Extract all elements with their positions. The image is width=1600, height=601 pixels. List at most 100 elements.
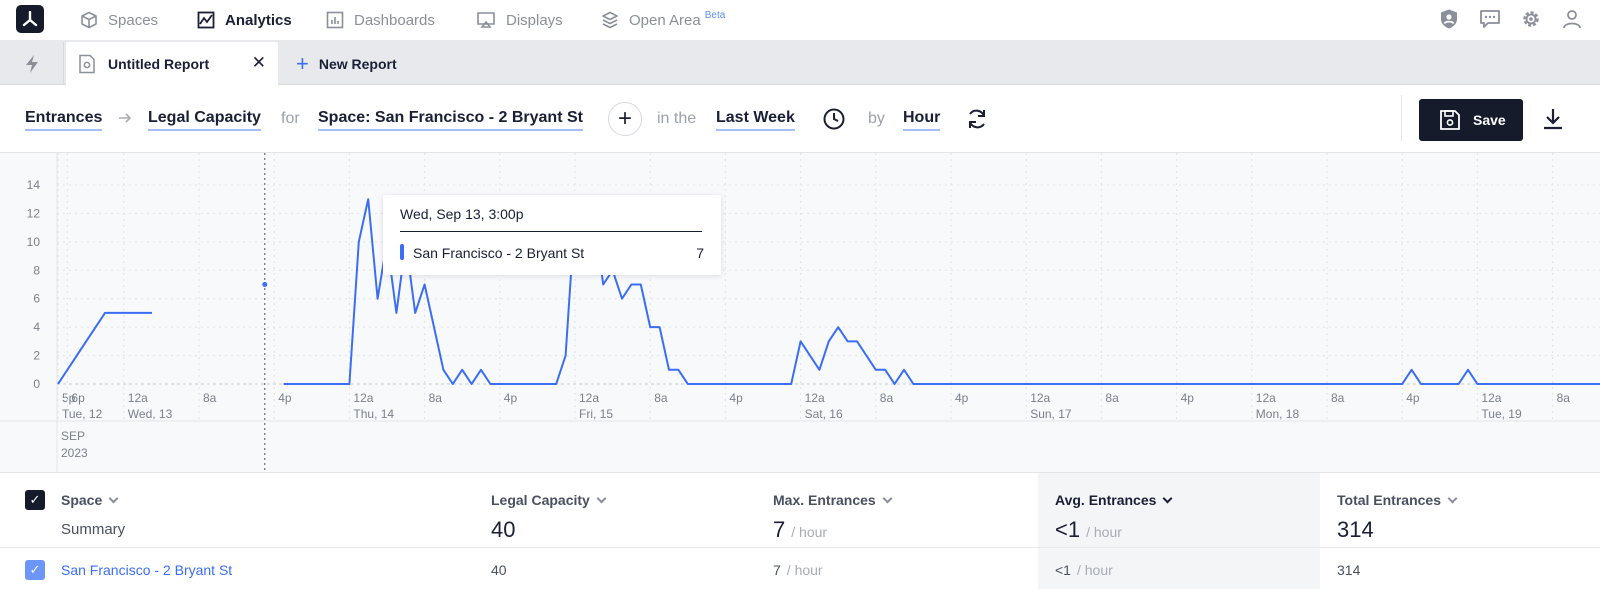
clock-icon[interactable] (822, 107, 846, 136)
per-hour-unit: / hour (1086, 524, 1122, 540)
x-tick-label: 12a (1030, 391, 1050, 405)
x-tick-label: 4p (278, 391, 292, 405)
column-label: Total Entrances (1337, 492, 1441, 508)
column-label: Legal Capacity (491, 492, 590, 508)
interval-selector[interactable]: Hour (903, 109, 941, 131)
x-tick-label: 4p (729, 391, 743, 405)
column-header-avg-entrances[interactable]: Avg. Entrances (1055, 492, 1173, 508)
entrances-chart[interactable]: 0 2 4 6 8 10 12 14 5p 6p 12a 8a 4p 12a 8a 4p 12a 8a 4p 12a 8… (0, 153, 1600, 473)
row-value: 7 (773, 562, 781, 578)
nav-label: Analytics (225, 11, 292, 29)
tooltip-divider (400, 231, 702, 232)
quick-actions-button[interactable] (0, 42, 64, 85)
check-icon: ✓ (29, 562, 41, 577)
chevron-down-icon (1447, 493, 1458, 503)
save-icon (1440, 110, 1460, 130)
nav-analytics[interactable]: Analytics (197, 0, 292, 40)
column-header-max-entrances[interactable]: Max. Entrances (773, 492, 893, 508)
chat-icon[interactable] (1479, 8, 1501, 30)
top-nav: Spaces Analytics Dashboards Displays Ope… (0, 0, 1600, 40)
compare-selector[interactable]: Legal Capacity (148, 109, 261, 131)
column-label: Avg. Entrances (1055, 492, 1157, 508)
add-space-button[interactable]: + (608, 102, 642, 136)
chevron-down-icon (882, 493, 893, 503)
per-hour-unit: / hour (1076, 562, 1113, 578)
results-table: ✓ Space Legal Capacity Max. Entrances Av… (0, 473, 1600, 601)
gear-icon[interactable] (1520, 8, 1542, 30)
divider (1401, 95, 1402, 141)
download-icon[interactable] (1541, 107, 1565, 136)
nav-dashboards[interactable]: Dashboards (326, 0, 435, 40)
x-tick-label: 12a (1256, 391, 1276, 405)
x-tick-label: 5p (62, 391, 76, 405)
space-link[interactable]: San Francisco - 2 Bryant St (61, 562, 233, 578)
nav-label: Displays (506, 11, 563, 29)
nav-label: Dashboards (354, 11, 435, 29)
app-logo[interactable] (16, 5, 44, 33)
arrow-right-icon (118, 111, 132, 130)
chart-tooltip: Wed, Sep 13, 3:00p San Francisco - 2 Bry… (383, 195, 721, 275)
y-tick-label: 12 (27, 206, 41, 220)
nav-open-area[interactable]: Open Area Beta (601, 0, 725, 40)
summary-label: Summary (61, 521, 126, 538)
save-button[interactable]: Save (1419, 99, 1523, 141)
space-selector[interactable]: Space: San Francisco - 2 Bryant St (318, 109, 583, 131)
x-day-label: Wed, 13 (128, 407, 173, 421)
summary-value: <1 (1055, 517, 1081, 542)
x-tick-label: 8a (429, 391, 443, 405)
new-report-label: New Report (318, 55, 397, 72)
row-legal-capacity: 40 (491, 562, 507, 578)
tooltip-series-name: San Francisco - 2 Bryant St (413, 245, 585, 261)
column-header-legal-capacity[interactable]: Legal Capacity (491, 492, 607, 508)
y-tick-label: 14 (27, 178, 41, 192)
summary-total-entrances: 314 (1337, 517, 1374, 542)
column-label: Max. Entrances (773, 492, 876, 508)
x-tick-label: 4p (1181, 391, 1195, 405)
nav-displays[interactable]: Displays (476, 0, 563, 40)
series-line (283, 198, 1600, 385)
time-range-selector[interactable]: Last Week (716, 109, 795, 131)
x-day-label: Tue, 12 (62, 407, 103, 421)
user-icon[interactable] (1561, 8, 1583, 30)
sorted-column-highlight (1038, 473, 1320, 589)
chevron-down-icon (1162, 493, 1173, 503)
metric-selector[interactable]: Entrances (25, 109, 103, 131)
column-header-space[interactable]: Space (61, 492, 119, 508)
report-tab-bar: Untitled Report ✕ + New Report (0, 40, 1600, 85)
plus-icon: + (617, 105, 632, 132)
x-tick-label: 12a (1481, 391, 1501, 405)
display-icon (476, 11, 496, 29)
plus-icon: + (296, 50, 309, 76)
y-tick-label: 4 (33, 320, 40, 334)
nav-label: Spaces (108, 11, 159, 29)
x-tick-label: 12a (805, 391, 825, 405)
tab-untitled-report[interactable]: Untitled Report ✕ (66, 42, 278, 85)
month-label: SEP (61, 429, 85, 443)
column-label: Space (61, 492, 103, 508)
y-tick-label: 10 (27, 235, 41, 249)
refresh-icon[interactable] (965, 107, 989, 136)
y-tick-label: 2 (33, 349, 40, 363)
column-header-total-entrances[interactable]: Total Entrances (1337, 492, 1458, 508)
row-avg-entrances: <1 / hour (1055, 562, 1113, 578)
dashboard-icon (326, 11, 344, 29)
y-tick-label: 6 (33, 292, 40, 306)
select-all-checkbox[interactable]: ✓ (25, 490, 45, 510)
tooltip-value: 7 (696, 245, 704, 261)
nav-spaces[interactable]: Spaces (80, 0, 158, 40)
close-icon[interactable]: ✕ (251, 53, 266, 72)
cube-icon (80, 11, 98, 29)
x-day-label: Mon, 18 (1256, 407, 1300, 421)
new-report-button[interactable]: + New Report (296, 42, 397, 85)
in-the-label: in the (657, 110, 697, 127)
x-day-label: Tue, 19 (1481, 407, 1522, 421)
per-hour-unit: / hour (786, 562, 823, 578)
summary-legal-capacity: 40 (491, 517, 516, 542)
x-tick-label: 12a (353, 391, 373, 405)
x-day-label: Thu, 14 (353, 407, 394, 421)
summary-max-entrances: 7 / hour (773, 517, 827, 543)
row-checkbox[interactable]: ✓ (25, 560, 45, 580)
shield-user-icon[interactable] (1438, 8, 1460, 30)
nav-label: Open Area (629, 11, 701, 29)
